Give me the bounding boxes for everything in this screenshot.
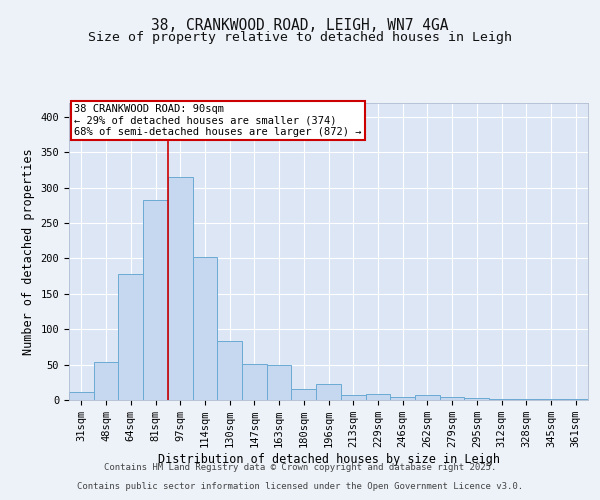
Bar xyxy=(489,398,514,400)
Text: Contains public sector information licensed under the Open Government Licence v3: Contains public sector information licen… xyxy=(77,482,523,491)
Bar xyxy=(292,390,316,400)
Bar xyxy=(341,395,365,400)
Text: 38, CRANKWOOD ROAD, LEIGH, WN7 4GA: 38, CRANKWOOD ROAD, LEIGH, WN7 4GA xyxy=(151,18,449,32)
Bar xyxy=(193,257,217,400)
Bar xyxy=(94,362,118,400)
Bar xyxy=(217,340,242,400)
Bar xyxy=(143,200,168,400)
Y-axis label: Number of detached properties: Number of detached properties xyxy=(22,148,35,354)
Bar xyxy=(440,397,464,400)
Bar xyxy=(316,384,341,400)
Bar xyxy=(464,398,489,400)
Bar xyxy=(69,392,94,400)
Bar xyxy=(168,177,193,400)
Text: 38 CRANKWOOD ROAD: 90sqm
← 29% of detached houses are smaller (374)
68% of semi-: 38 CRANKWOOD ROAD: 90sqm ← 29% of detach… xyxy=(74,104,362,137)
Text: Size of property relative to detached houses in Leigh: Size of property relative to detached ho… xyxy=(88,31,512,44)
Bar xyxy=(242,364,267,400)
Bar xyxy=(118,274,143,400)
Bar xyxy=(390,397,415,400)
Bar xyxy=(415,395,440,400)
Text: Contains HM Land Registry data © Crown copyright and database right 2025.: Contains HM Land Registry data © Crown c… xyxy=(104,464,496,472)
Bar xyxy=(365,394,390,400)
Bar xyxy=(267,364,292,400)
X-axis label: Distribution of detached houses by size in Leigh: Distribution of detached houses by size … xyxy=(157,453,499,466)
